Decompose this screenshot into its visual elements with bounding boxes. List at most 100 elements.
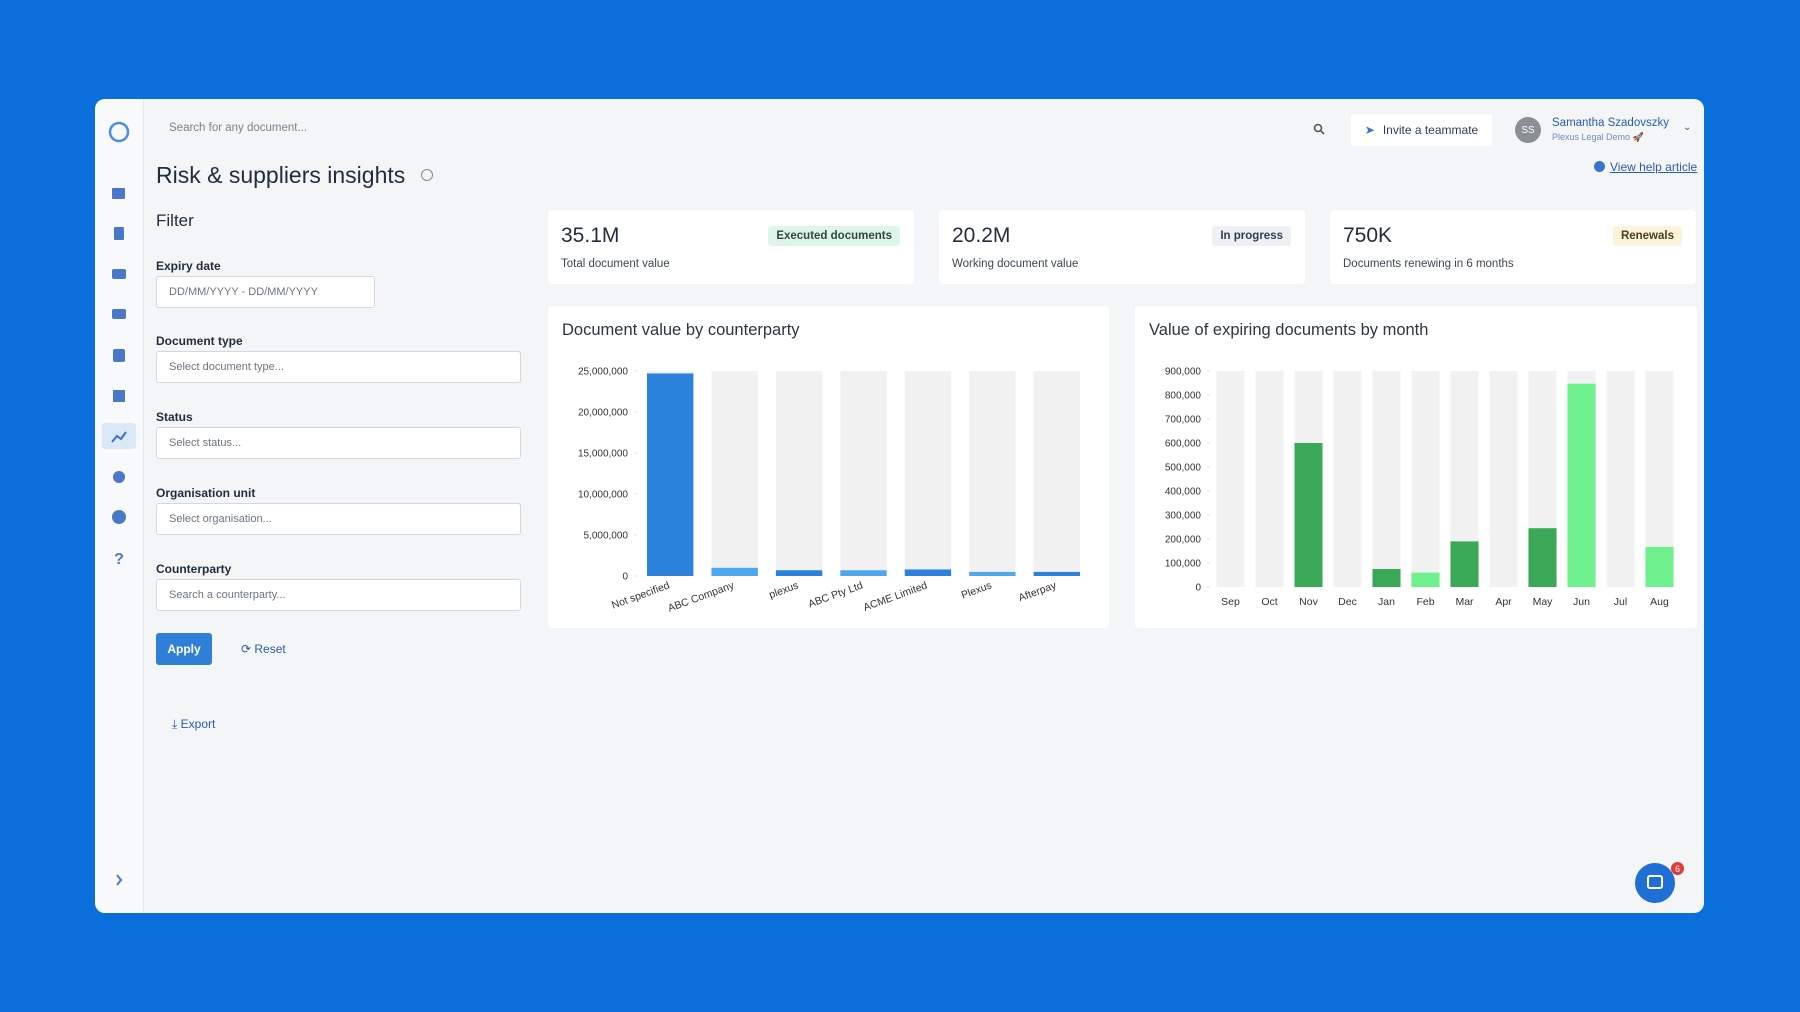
kpi-label: Working document value (952, 258, 1079, 270)
chart-title: Document value by counterparty (562, 321, 800, 339)
field-label: Document type (156, 334, 243, 348)
y-tick-label: 300,000 (1165, 511, 1202, 522)
x-tick-label: Jul (1614, 596, 1627, 608)
placeholder: Select status... (169, 437, 242, 449)
insights-icon[interactable] (111, 431, 127, 443)
kpi-badge: Executed documents (768, 226, 900, 246)
kpi-value: 20.2M (952, 224, 1011, 247)
app-window: ? Search for any document... ➤ Invite a t… (95, 99, 1704, 913)
bar-background (904, 371, 952, 576)
bar-background (1255, 371, 1284, 587)
user-name[interactable]: Samantha Szadovszky (1552, 117, 1669, 129)
chart-card: Value of expiring documents by month 0 100… (1135, 306, 1697, 628)
bar-background (1216, 371, 1245, 587)
expand-icon[interactable] (116, 874, 123, 886)
placeholder: DD/MM/YYYY - DD/MM/YYYY (169, 286, 318, 298)
x-tick-label: Feb (1416, 596, 1434, 608)
bar (775, 570, 823, 576)
logo[interactable] (108, 121, 130, 143)
bar (1567, 383, 1596, 587)
search-icon[interactable] (1313, 123, 1325, 135)
field-label: Counterparty (156, 562, 232, 576)
help-link[interactable]: View help article (1610, 160, 1698, 174)
home-icon[interactable] (112, 188, 125, 199)
field-input[interactable]: Select organisation... (156, 503, 521, 535)
x-tick-label: ABC Pty Ltd (807, 579, 865, 610)
chat-button[interactable] (1635, 863, 1675, 903)
kpi-value: 35.1M (561, 224, 620, 247)
apply-button[interactable]: Apply (156, 633, 212, 665)
reset-button[interactable]: ⟳ Reset (241, 642, 286, 656)
x-tick-label: ACME Limited (862, 579, 929, 613)
field-input[interactable]: Select status... (156, 427, 521, 459)
bar (1645, 546, 1674, 587)
y-tick-label: 0 (1195, 583, 1201, 594)
kpi-label: Total document value (561, 258, 670, 270)
bar-background (1333, 371, 1362, 587)
documents-icon[interactable] (114, 227, 124, 240)
x-tick-label: Mar (1455, 596, 1474, 608)
y-tick-label: 100,000 (1165, 559, 1202, 570)
export-label: Export (180, 717, 216, 731)
y-tick-label: 900,000 (1165, 367, 1202, 378)
reset-label: Reset (254, 642, 286, 656)
export-button[interactable]: ⤓ Export (172, 717, 216, 731)
x-tick-label: Dec (1338, 596, 1357, 608)
layers-icon[interactable] (112, 269, 126, 279)
x-tick-label: Jun (1573, 596, 1590, 608)
y-tick-label: 700,000 (1165, 415, 1202, 426)
search-input[interactable]: Search for any document... (169, 122, 308, 134)
kpi-badge: In progress (1212, 226, 1291, 246)
user-menu-chevron[interactable]: ⌄ (1683, 122, 1692, 133)
y-tick-label: 800,000 (1165, 391, 1202, 402)
field-input[interactable]: Select document type... (156, 351, 521, 383)
bar (969, 571, 1016, 576)
book-icon[interactable] (113, 349, 125, 362)
announce-icon[interactable] (112, 309, 126, 319)
help-icon[interactable]: ? (114, 551, 124, 568)
apps-icon[interactable] (113, 390, 125, 402)
explore-icon[interactable] (112, 510, 126, 524)
sidebar: ? (95, 99, 144, 913)
invite-button[interactable]: ➤ Invite a teammate (1351, 114, 1492, 146)
chart: Value of expiring documents by month 0 100… (1149, 321, 1674, 608)
kpi-value: 750K (1343, 224, 1393, 247)
chart-title: Value of expiring documents by month (1149, 321, 1428, 339)
y-tick-label: 25,000,000 (578, 367, 628, 378)
bar (711, 567, 758, 576)
bar (1372, 569, 1401, 587)
kpi-label: Documents renewing in 6 months (1343, 258, 1514, 270)
settings-icon[interactable] (113, 471, 125, 483)
x-tick-label: Aug (1650, 596, 1669, 608)
x-tick-label: Jan (1378, 596, 1395, 608)
active-bg (102, 423, 136, 449)
bar (647, 373, 694, 576)
bar-background (775, 371, 823, 576)
placeholder: Search a counterparty... (169, 589, 286, 601)
bar-background (1033, 371, 1080, 576)
bar (1450, 541, 1479, 587)
field-input[interactable]: DD/MM/YYYY - DD/MM/YYYY (156, 276, 375, 308)
field-label: Status (156, 410, 193, 424)
y-tick-label: 10,000,000 (578, 490, 628, 501)
x-tick-label: Afterpay (1017, 579, 1059, 604)
x-tick-label: May (1533, 596, 1554, 608)
bar (1528, 528, 1557, 587)
placeholder: Select document type... (169, 361, 284, 373)
y-tick-label: 20,000,000 (578, 408, 628, 419)
bar (1411, 572, 1440, 587)
chart: Document value by counterparty 0 5,000,000… (562, 321, 1080, 615)
kpi-card: 20.2M Working document value In progress (939, 210, 1305, 284)
bar-background (1489, 371, 1518, 587)
x-tick-label: Oct (1261, 596, 1277, 608)
field-input[interactable]: Search a counterparty... (156, 579, 521, 611)
avatar[interactable]: SS (1515, 117, 1541, 143)
bar (840, 570, 887, 576)
x-tick-label: ABC Company (666, 579, 736, 614)
bar-background (969, 371, 1016, 576)
bar-background (1606, 371, 1635, 587)
info-icon[interactable] (421, 169, 433, 181)
bar (904, 569, 952, 576)
field-label: Expiry date (156, 259, 221, 273)
bar-background (840, 371, 887, 576)
